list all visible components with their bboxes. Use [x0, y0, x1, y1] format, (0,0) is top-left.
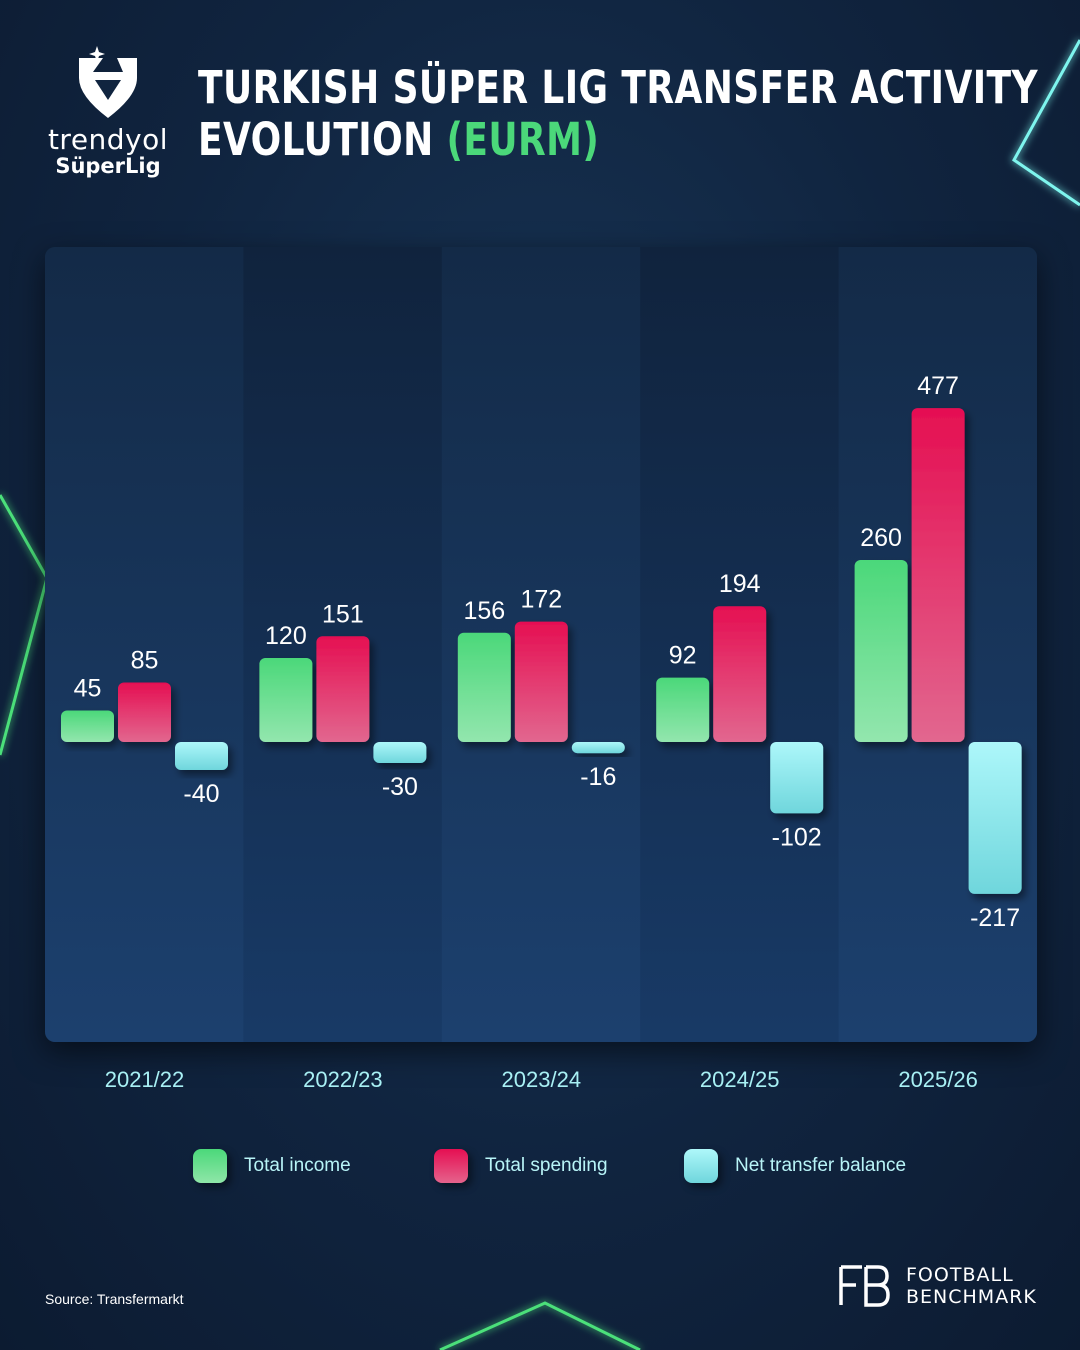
title-main: EVOLUTION — [198, 113, 434, 166]
bar-net-balance — [571, 742, 625, 754]
chart-plot: 45 85 -40 120 151 -30 156 172 -16 92 194 -102 260 477… — [45, 247, 1037, 1042]
legend-item-income: Total income — [193, 1148, 351, 1184]
bar-total-income — [656, 677, 710, 742]
category-label: 2021/22 — [105, 1067, 185, 1092]
label-total-income: 92 — [669, 642, 697, 670]
label-net-balance: -40 — [183, 780, 219, 808]
bar-total-spending — [316, 636, 370, 742]
label-total-income: 260 — [860, 524, 902, 552]
logo-subtitle: SüperLig — [55, 154, 161, 178]
chart-legend: Total income Total spending Net transfer… — [0, 1148, 1080, 1188]
title-unit: (EURM) — [446, 113, 600, 166]
legend-swatch-income — [193, 1149, 227, 1183]
category-label: 2025/26 — [898, 1067, 978, 1092]
label-net-balance: -217 — [970, 904, 1020, 932]
label-net-balance: -102 — [772, 823, 822, 851]
label-total-spending: 477 — [917, 372, 959, 400]
bar-total-income — [457, 632, 511, 742]
category-label: 2023/24 — [502, 1067, 582, 1092]
legend-item-net: Net transfer balance — [684, 1148, 906, 1184]
title-line-2: EVOLUTION (EURM) — [198, 114, 1038, 166]
bar-total-income — [61, 710, 114, 742]
category-label: 2022/23 — [303, 1067, 383, 1092]
bar-total-spending — [118, 682, 171, 742]
label-total-spending: 151 — [322, 600, 364, 628]
football-benchmark-logo: FOOTBALL BENCHMARK — [838, 1264, 1037, 1308]
trendyol-superlig-logo: trendyol SüperLig — [40, 44, 176, 177]
brand-line-1: FOOTBALL — [906, 1264, 1014, 1286]
brand-line-2: BENCHMARK — [906, 1286, 1037, 1308]
bar-total-spending — [911, 408, 965, 742]
label-total-income: 156 — [463, 597, 505, 625]
legend-label-spending: Total spending — [485, 1155, 608, 1176]
label-total-spending: 85 — [131, 647, 159, 675]
legend-label-income: Total income — [244, 1155, 351, 1176]
page-title: TURKISH SÜPER LIG TRANSFER ACTIVITY EVOL… — [198, 62, 1038, 166]
column-band — [45, 247, 245, 1042]
category-axis: 2021/22 2022/23 2023/24 2024/25 2025/26 — [105, 1067, 978, 1092]
bar-total-spending — [514, 621, 568, 742]
label-total-spending: 172 — [520, 586, 562, 614]
bar-total-income — [259, 658, 313, 742]
bar-net-balance — [373, 742, 427, 763]
bar-net-balance — [770, 742, 824, 814]
label-total-spending: 194 — [719, 570, 761, 598]
bar-total-income — [854, 560, 908, 742]
legend-label-net: Net transfer balance — [735, 1155, 907, 1176]
source-note: Source: Transfermarkt — [45, 1291, 184, 1307]
label-total-income: 45 — [74, 675, 102, 703]
legend-swatch-spending — [434, 1149, 468, 1183]
legend-swatch-net — [684, 1149, 718, 1183]
brand-wordmark: FOOTBALL BENCHMARK — [906, 1264, 1037, 1308]
fb-monogram-icon — [839, 1265, 890, 1307]
superlig-emblem-icon — [79, 46, 137, 118]
bar-total-spending — [713, 606, 767, 742]
bar-net-balance — [968, 742, 1022, 894]
label-net-balance: -30 — [382, 773, 418, 801]
label-net-balance: -16 — [580, 763, 616, 791]
label-total-income: 120 — [265, 622, 307, 650]
legend-item-spending: Total spending — [434, 1148, 608, 1184]
chart-panel: 45 85 -40 120 151 -30 156 172 -16 92 194 -102 260 477… — [45, 247, 1037, 1042]
logo-wordmark: trendyol — [47, 123, 169, 156]
bar-net-balance — [175, 742, 228, 770]
title-line-1: TURKISH SÜPER LIG TRANSFER ACTIVITY — [198, 61, 1038, 114]
category-label: 2024/25 — [700, 1067, 780, 1092]
